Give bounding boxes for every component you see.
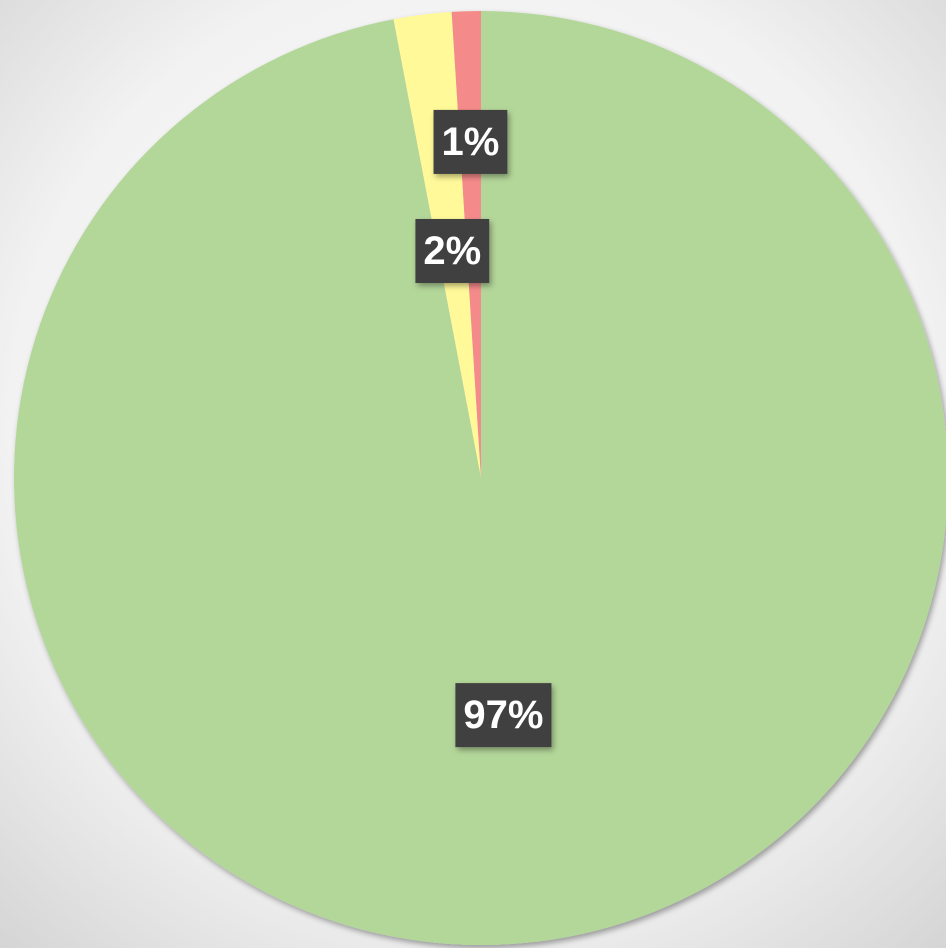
data-label: 1%	[433, 109, 508, 174]
pie-slice	[14, 11, 946, 945]
data-label-text: 1%	[442, 120, 500, 164]
data-label-text: 2%	[423, 229, 481, 273]
data-label: 2%	[415, 218, 490, 283]
data-label-text: 97%	[463, 693, 543, 737]
data-label: 97%	[455, 683, 552, 748]
data-label-box	[415, 218, 490, 283]
data-label-box	[433, 109, 508, 174]
data-labels: 97% 2% 1%	[415, 109, 552, 748]
data-label-box	[455, 683, 552, 748]
